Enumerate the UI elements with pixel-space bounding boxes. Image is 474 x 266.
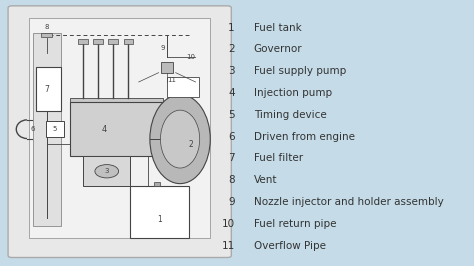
Bar: [70, 102, 163, 156]
Text: Nozzle injector and holder assembly: Nozzle injector and holder assembly: [254, 197, 443, 207]
Bar: [41, 33, 53, 37]
Bar: [93, 39, 103, 44]
Bar: [109, 39, 118, 44]
Text: Fuel supply pump: Fuel supply pump: [254, 66, 346, 76]
Bar: [162, 62, 173, 73]
Bar: [46, 121, 64, 137]
Bar: [78, 39, 88, 44]
Text: 4: 4: [102, 125, 107, 134]
Text: Vent: Vent: [254, 175, 277, 185]
Text: Timing device: Timing device: [254, 110, 326, 120]
Text: 9: 9: [161, 45, 165, 51]
Text: 6: 6: [228, 132, 235, 142]
Text: 9: 9: [228, 197, 235, 207]
Bar: [70, 98, 163, 105]
Text: 7: 7: [45, 85, 49, 94]
Text: 8: 8: [228, 175, 235, 185]
Text: Overflow Pipe: Overflow Pipe: [254, 241, 326, 251]
Bar: [83, 156, 130, 186]
Text: 11: 11: [221, 241, 235, 251]
Text: 10: 10: [186, 55, 195, 60]
Bar: [33, 33, 62, 226]
Bar: [154, 182, 160, 186]
Text: 5: 5: [228, 110, 235, 120]
Text: Governor: Governor: [254, 44, 302, 55]
Text: 6: 6: [31, 126, 36, 132]
Text: 5: 5: [53, 126, 57, 132]
Text: Driven from engine: Driven from engine: [254, 132, 355, 142]
Bar: [29, 18, 210, 238]
Bar: [130, 186, 189, 238]
Bar: [36, 67, 61, 111]
Text: 2: 2: [189, 140, 193, 149]
Text: 8: 8: [45, 23, 49, 30]
Text: 4: 4: [228, 88, 235, 98]
Text: 1: 1: [157, 215, 162, 224]
FancyBboxPatch shape: [8, 6, 231, 257]
Bar: [124, 39, 133, 44]
Ellipse shape: [150, 95, 210, 184]
Text: Injection pump: Injection pump: [254, 88, 332, 98]
Text: 11: 11: [167, 77, 176, 83]
Ellipse shape: [160, 110, 200, 168]
Text: 2: 2: [228, 44, 235, 55]
Text: 1: 1: [228, 23, 235, 33]
Bar: [167, 77, 200, 97]
Text: 7: 7: [228, 153, 235, 164]
Text: 10: 10: [221, 219, 235, 229]
Text: 3: 3: [228, 66, 235, 76]
Text: Fuel return pipe: Fuel return pipe: [254, 219, 336, 229]
Text: Fuel filter: Fuel filter: [254, 153, 303, 164]
Text: Fuel tank: Fuel tank: [254, 23, 301, 33]
Text: 3: 3: [104, 168, 109, 174]
Circle shape: [95, 165, 118, 178]
